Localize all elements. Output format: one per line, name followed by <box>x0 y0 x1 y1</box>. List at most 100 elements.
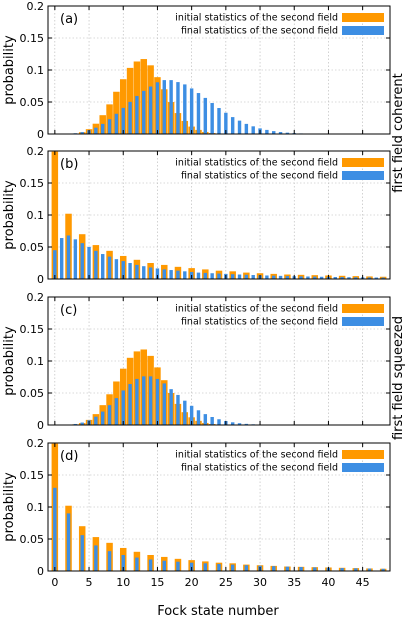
bar-final <box>122 390 125 425</box>
legend-final-swatch <box>342 26 384 35</box>
bar-final <box>183 84 186 134</box>
bar-final <box>80 243 83 279</box>
y-tick-label: 0.1 <box>27 501 45 514</box>
y-tick-label: 0 <box>37 419 44 432</box>
bar-final <box>142 266 145 279</box>
legend-final-label: final statistics of the second field <box>181 317 338 328</box>
bar-final <box>101 124 104 134</box>
bar-final <box>142 376 145 425</box>
panel-label: (c) <box>60 303 77 318</box>
panel-label: (a) <box>60 12 78 27</box>
legend-initial-swatch <box>342 13 384 22</box>
bar-final <box>204 273 207 279</box>
y-tick-label: 0.15 <box>20 32 45 45</box>
bar-final <box>53 250 56 279</box>
bar-final <box>176 271 179 279</box>
bar-final <box>115 259 118 279</box>
bar-final <box>176 562 179 571</box>
bar-final <box>60 238 63 279</box>
x-tick-label: 5 <box>86 576 93 589</box>
bar-final <box>74 239 77 279</box>
y-axis-label: probability <box>2 35 17 105</box>
bar-final <box>67 513 70 571</box>
bar-final <box>217 108 220 134</box>
legend-final-swatch <box>342 463 384 472</box>
x-tick-label: 25 <box>219 576 233 589</box>
bar-final <box>210 273 213 279</box>
bar-final <box>265 275 268 279</box>
bar-final <box>313 567 316 571</box>
bar-final <box>163 80 166 134</box>
bar-final <box>217 274 220 279</box>
bar-final <box>204 98 207 134</box>
bar-final <box>197 93 200 134</box>
bar-final <box>204 563 207 571</box>
bar-final <box>217 419 220 425</box>
bar-final <box>231 117 234 134</box>
bar-final <box>94 545 97 571</box>
bar-final <box>94 417 97 425</box>
legend-initial-swatch <box>342 450 384 459</box>
bar-final <box>115 114 118 134</box>
y-tick-label: 0.15 <box>20 323 45 336</box>
bar-final <box>128 263 131 279</box>
x-tick-label: 15 <box>150 576 164 589</box>
bar-final <box>149 376 152 425</box>
bar-final <box>101 254 104 279</box>
bar-final <box>156 82 159 134</box>
legend-initial-swatch <box>342 304 384 313</box>
y-tick-label: 0.1 <box>27 64 45 77</box>
bar-final <box>265 130 268 134</box>
bar-final <box>135 558 138 571</box>
bar-final <box>142 91 145 134</box>
bar-final <box>108 405 111 425</box>
x-tick-label: 40 <box>321 576 335 589</box>
bar-final <box>108 119 111 134</box>
bar-final <box>169 80 172 134</box>
legend-final-label: final statistics of the second field <box>181 26 338 37</box>
bar-final <box>169 389 172 425</box>
bar-final <box>149 559 152 571</box>
y-tick-label: 0.1 <box>27 209 45 222</box>
bar-final <box>87 247 90 279</box>
bar-final <box>163 383 166 425</box>
legend-initial-label: initial statistics of the second field <box>175 158 338 169</box>
bar-final <box>197 410 200 425</box>
bar-final <box>238 121 241 134</box>
y-tick-label: 0.05 <box>20 96 45 109</box>
x-tick-label: 0 <box>51 576 58 589</box>
y-tick-label: 0.05 <box>20 241 45 254</box>
y-tick-label: 0.2 <box>27 437 45 450</box>
y-axis-label: probability <box>2 472 17 542</box>
bar-final <box>128 102 131 134</box>
legend-initial-swatch <box>342 158 384 167</box>
y-tick-label: 0.2 <box>27 145 45 158</box>
bar-final <box>245 565 248 571</box>
y-tick-label: 0.15 <box>20 177 45 190</box>
bar-final <box>94 128 97 134</box>
bar-final <box>80 535 83 571</box>
legend-final-label: final statistics of the second field <box>181 171 338 182</box>
y-tick-label: 0.05 <box>20 533 45 546</box>
legend-final-label: final statistics of the second field <box>181 463 338 474</box>
y-tick-label: 0.1 <box>27 355 45 368</box>
bar-final <box>217 564 220 571</box>
y-tick-label: 0 <box>37 128 44 141</box>
bar-final <box>176 395 179 425</box>
bar-final <box>210 103 213 134</box>
x-tick-label: 20 <box>185 576 199 589</box>
bar-final <box>101 412 104 425</box>
y-tick-label: 0.05 <box>20 387 45 400</box>
bar-final <box>272 566 275 571</box>
bar-final <box>245 275 248 279</box>
bar-final <box>163 269 166 279</box>
bar-final <box>286 567 289 571</box>
bar-final <box>149 87 152 134</box>
x-tick-label: 10 <box>116 576 130 589</box>
y-tick-label: 0 <box>37 565 44 578</box>
bar-final <box>251 275 254 279</box>
x-axis-label: Fock state number <box>157 604 279 619</box>
